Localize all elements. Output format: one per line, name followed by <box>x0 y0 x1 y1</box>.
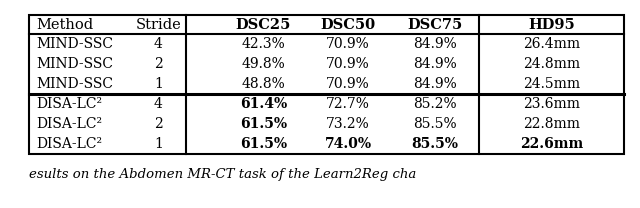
Text: 48.8%: 48.8% <box>241 77 285 91</box>
Text: 70.9%: 70.9% <box>326 77 370 91</box>
Text: 85.5%: 85.5% <box>411 137 458 151</box>
Text: DISA-LC²: DISA-LC² <box>36 97 102 111</box>
Text: 84.9%: 84.9% <box>413 57 456 71</box>
Text: 70.9%: 70.9% <box>326 37 370 51</box>
Bar <box>29 15 624 154</box>
Text: 74.0%: 74.0% <box>324 137 372 151</box>
Text: 61.5%: 61.5% <box>240 117 287 131</box>
Text: MIND-SSC: MIND-SSC <box>36 77 113 91</box>
Text: 4: 4 <box>154 37 163 51</box>
Text: esults on the Abdomen MR-CT task of the Learn2Reg cha: esults on the Abdomen MR-CT task of the … <box>29 168 416 181</box>
Text: 1: 1 <box>154 137 163 151</box>
Text: 84.9%: 84.9% <box>413 77 456 91</box>
Text: HD95: HD95 <box>528 17 575 32</box>
Text: 49.8%: 49.8% <box>241 57 285 71</box>
Text: 24.8mm: 24.8mm <box>523 57 580 71</box>
Text: 61.4%: 61.4% <box>240 97 287 111</box>
Text: 61.5%: 61.5% <box>240 137 287 151</box>
Text: DISA-LC²: DISA-LC² <box>36 117 102 131</box>
Text: DSC50: DSC50 <box>321 17 376 32</box>
Text: Stride: Stride <box>136 17 181 32</box>
Text: 24.5mm: 24.5mm <box>523 77 580 91</box>
Text: DSC25: DSC25 <box>236 17 291 32</box>
Text: 26.4mm: 26.4mm <box>523 37 580 51</box>
Text: 42.3%: 42.3% <box>241 37 285 51</box>
Text: 23.6mm: 23.6mm <box>523 97 580 111</box>
Text: 22.6mm: 22.6mm <box>520 137 583 151</box>
Text: DSC75: DSC75 <box>407 17 462 32</box>
Text: 22.8mm: 22.8mm <box>523 117 580 131</box>
Text: 4: 4 <box>154 97 163 111</box>
Text: MIND-SSC: MIND-SSC <box>36 37 113 51</box>
Text: 85.5%: 85.5% <box>413 117 456 131</box>
Text: 73.2%: 73.2% <box>326 117 370 131</box>
Text: DISA-LC²: DISA-LC² <box>36 137 102 151</box>
Text: 84.9%: 84.9% <box>413 37 456 51</box>
Text: 2: 2 <box>154 57 163 71</box>
Text: 72.7%: 72.7% <box>326 97 370 111</box>
Text: 1: 1 <box>154 77 163 91</box>
Text: 2: 2 <box>154 117 163 131</box>
Text: MIND-SSC: MIND-SSC <box>36 57 113 71</box>
Text: 70.9%: 70.9% <box>326 57 370 71</box>
Text: Method: Method <box>36 17 93 32</box>
Text: 85.2%: 85.2% <box>413 97 456 111</box>
